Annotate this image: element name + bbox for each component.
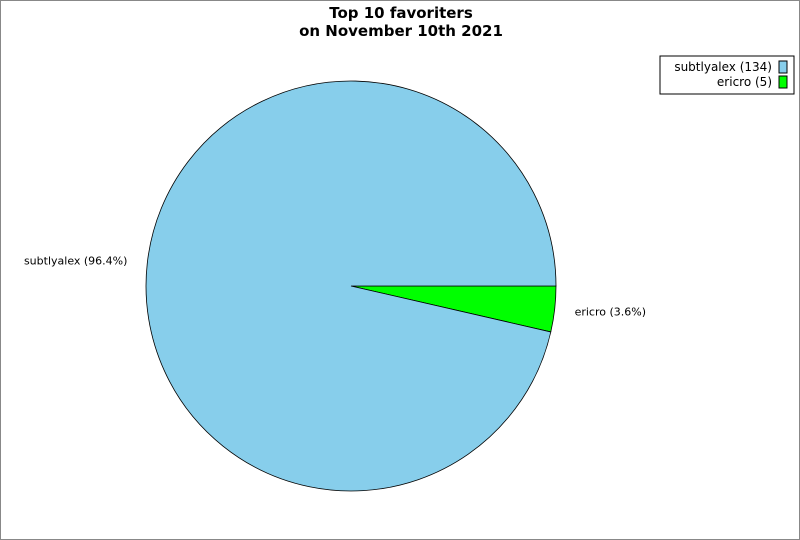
slice-label-subtlyalex: subtlyalex (96.4%) xyxy=(24,255,127,268)
legend-swatch-subtlyalex xyxy=(778,60,788,74)
legend-swatch-ericro xyxy=(778,75,788,89)
chart-title-line-2: on November 10th 2021 xyxy=(299,22,503,40)
legend-label-subtlyalex: subtlyalex (134) xyxy=(674,60,772,74)
legend-box xyxy=(659,55,795,95)
legend-label-ericro: ericro (5) xyxy=(717,75,772,89)
pie-slice-subtlyalex xyxy=(145,80,557,492)
legend: subtlyalex (134)ericro (5) xyxy=(659,55,795,95)
chart-title-line-1: Top 10 favoriters xyxy=(329,4,473,22)
slice-label-ericro: ericro (3.6%) xyxy=(575,305,646,318)
